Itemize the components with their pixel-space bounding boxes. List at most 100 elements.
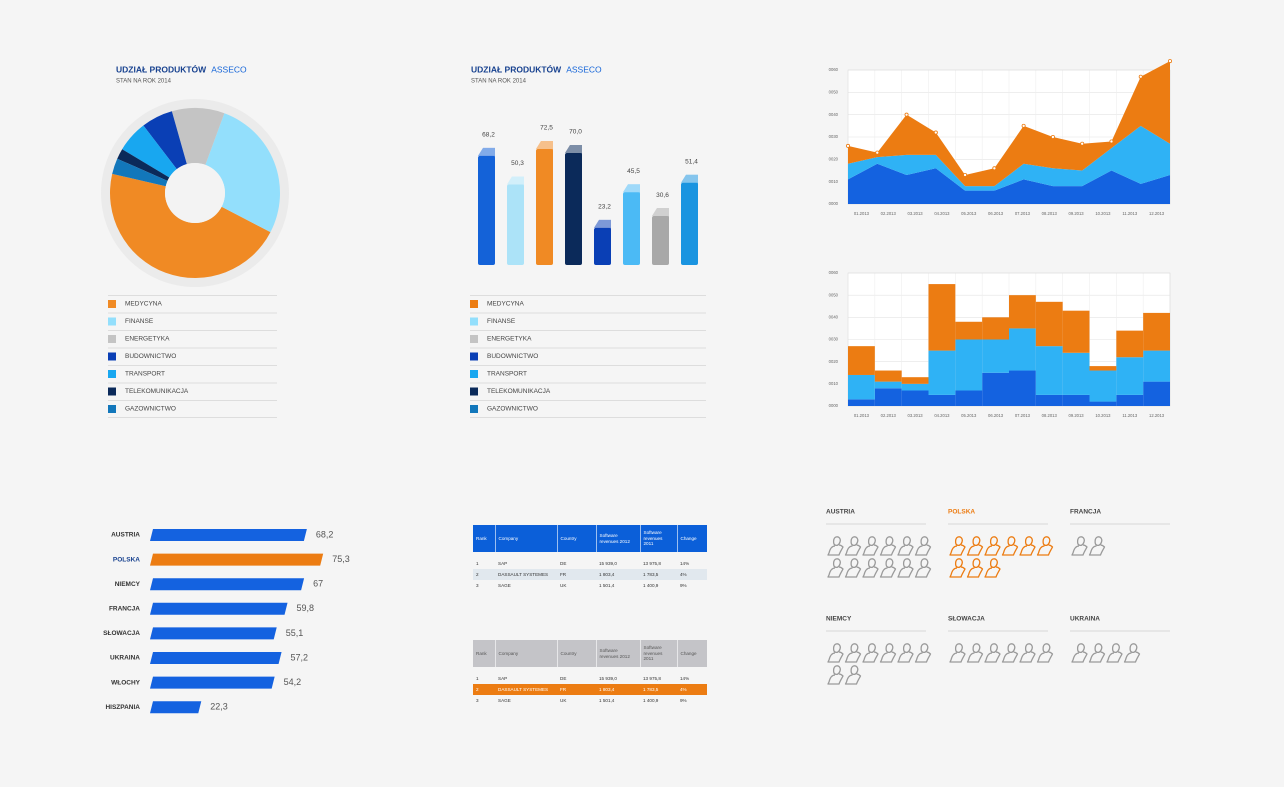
bar-segment <box>1035 394 1063 406</box>
person-icon <box>914 558 932 578</box>
data-table: Rank Company Country Software revenues 2012… <box>473 640 707 706</box>
icon-head <box>1042 643 1051 654</box>
value-label: 22,3 <box>210 702 228 712</box>
person-icon <box>1123 643 1141 663</box>
bar-segment <box>1143 350 1170 382</box>
icon-body <box>914 651 932 663</box>
bar-segment <box>1116 394 1144 406</box>
pie-slice <box>205 113 280 233</box>
y-tick-label: 0030 <box>829 134 839 139</box>
cell: 13 975,8 <box>643 676 661 681</box>
person-icon <box>1071 536 1088 556</box>
legend-label: FINANSE <box>487 318 516 325</box>
person-icon <box>827 536 844 556</box>
x-tick-label: 09.2013 <box>1069 211 1085 216</box>
bar-segment <box>874 381 902 389</box>
icon-head <box>1024 643 1033 654</box>
bar <box>150 627 277 640</box>
icon-head <box>832 536 841 547</box>
x-tick-label: 05.2013 <box>961 211 977 216</box>
value-label: 68,2 <box>482 132 495 139</box>
chart-subtitle: STAN NA ROK 2014 <box>116 79 172 85</box>
pie-slice <box>122 125 177 178</box>
person-icon <box>897 643 914 663</box>
value-label: 50,3 <box>511 160 524 167</box>
icon-head <box>920 558 929 569</box>
icon-head <box>885 643 894 654</box>
icon-body <box>949 651 966 663</box>
cell: 3 <box>476 698 479 703</box>
value-label: 45,5 <box>627 168 640 175</box>
icon-head <box>1076 643 1085 654</box>
icon-body <box>1106 651 1123 663</box>
person-icon <box>1036 643 1054 663</box>
cell: 1 400,9 <box>643 698 659 703</box>
legend-label: GAZOWNICTWO <box>125 406 176 413</box>
category-label: POLSKA <box>113 556 140 563</box>
bar-segment <box>1143 381 1170 406</box>
area <box>848 61 1170 187</box>
icon-body <box>949 566 966 578</box>
cell: 1 783,5 <box>643 687 659 692</box>
person-icon <box>1001 536 1019 556</box>
y-tick-label: 0050 <box>829 292 839 297</box>
bar-segment <box>874 370 902 382</box>
group-title: SŁOWACJA <box>948 616 985 623</box>
cell: UK <box>560 698 567 703</box>
person-icon <box>949 558 966 578</box>
icon-head <box>832 643 841 654</box>
bar-segment <box>1062 352 1090 395</box>
icon-head <box>850 558 859 569</box>
person-icon <box>844 665 862 685</box>
icon-head <box>902 643 911 654</box>
bar <box>623 192 640 265</box>
bar <box>150 602 288 615</box>
bar <box>150 701 202 714</box>
person-icon <box>984 643 1001 663</box>
cell: DASSAULT SYSTEMES <box>498 572 549 577</box>
bar-segment <box>982 317 1009 340</box>
bar-segment <box>1089 366 1117 371</box>
data-table: Rank Company Country Software revenues 2012… <box>473 525 707 591</box>
icon-body <box>1001 651 1019 663</box>
bar-segment <box>1009 295 1036 329</box>
value-label: 54,2 <box>284 677 302 687</box>
icon-head <box>1042 536 1051 547</box>
bar-segment <box>1062 310 1090 353</box>
bar-cap <box>507 176 524 187</box>
group-title: AUSTRIA <box>826 509 855 516</box>
pie-slice <box>117 149 170 181</box>
y-tick-label: 0010 <box>829 381 839 386</box>
y-tick-label: 0000 <box>829 403 839 408</box>
cell: 9% <box>680 698 687 703</box>
person-icon <box>966 643 984 663</box>
header-cell: Country <box>556 525 596 552</box>
table-row: 2 DASSAULT SYSTEMES FR 1 803,4 1 783,5 4% <box>473 569 707 580</box>
point-marker <box>1138 74 1143 79</box>
x-tick-label: 01.2013 <box>854 211 870 216</box>
legend-swatch <box>470 300 478 308</box>
person-icon <box>827 643 844 663</box>
header-cell: Change <box>676 640 707 667</box>
bar-cap <box>478 147 495 158</box>
bar-segment <box>1009 370 1036 406</box>
bar-cap-shade <box>565 145 582 153</box>
y-tick-label: 0040 <box>829 314 839 319</box>
person-icon <box>1019 536 1036 556</box>
bar-cap-shade <box>478 147 495 156</box>
y-tick-label: 0020 <box>829 156 839 161</box>
bar-segment <box>848 374 875 400</box>
point-marker <box>1050 134 1055 139</box>
cell: 2 <box>476 687 479 692</box>
cell: DE <box>560 561 567 566</box>
icon-body <box>844 673 862 685</box>
category-label: WŁOCHY <box>111 679 141 686</box>
x-tick-label: 07.2013 <box>1015 211 1031 216</box>
bar-segment <box>928 350 956 395</box>
bar <box>150 529 307 541</box>
icon-head <box>850 536 859 547</box>
cell: 1 400,9 <box>643 583 659 588</box>
chart-subtitle: STAN NA ROK 2014 <box>471 79 527 85</box>
cell: 1 501,4 <box>599 698 615 703</box>
